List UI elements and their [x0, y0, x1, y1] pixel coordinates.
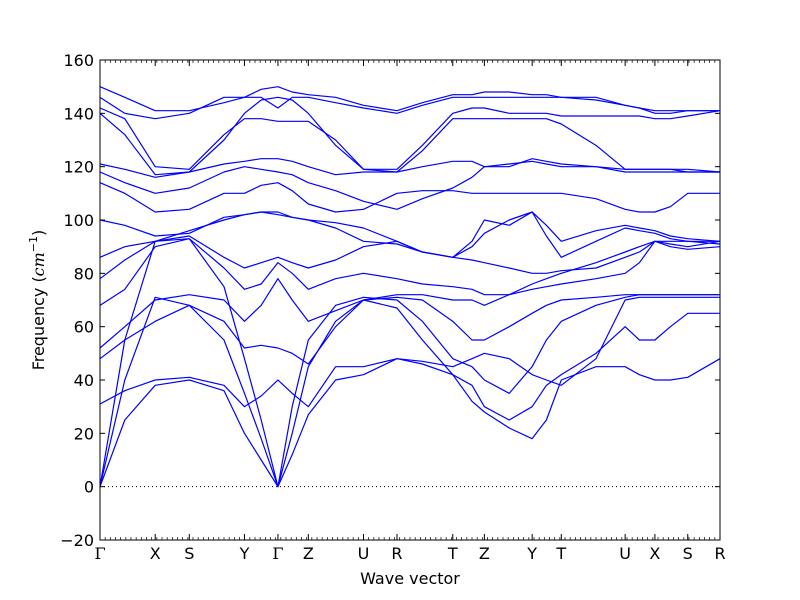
- band-17: [99, 86, 720, 112]
- band-2: [99, 296, 720, 488]
- x-tick-label: S: [683, 544, 693, 563]
- x-tick-label: Y: [239, 544, 250, 563]
- y-tick-label: 80: [74, 264, 94, 283]
- band-11: [99, 182, 720, 213]
- y-tick-label: 120: [63, 158, 94, 177]
- plot-frame: [99, 59, 721, 541]
- x-tick-label: T: [447, 544, 458, 563]
- y-tick-label: 140: [63, 104, 94, 123]
- band-1: [99, 358, 721, 488]
- phonon-bands: [99, 86, 721, 488]
- y-tick-label: 0: [84, 478, 94, 497]
- x-tick-label: Y: [526, 544, 537, 563]
- band-5: [99, 294, 720, 365]
- band-12: [99, 160, 720, 210]
- y-tick-label: −20: [60, 531, 94, 550]
- band-4: [99, 296, 720, 408]
- y-tick-label: 100: [63, 211, 94, 230]
- x-tick-label: R: [714, 544, 725, 563]
- x-axis-label: Wave vector: [360, 569, 460, 588]
- y-tick-label: 160: [63, 51, 94, 70]
- x-tick-label: Γ: [94, 544, 105, 563]
- band-6: [99, 240, 721, 349]
- x-tick-label: T: [555, 544, 566, 563]
- y-axis-label-unit: cm: [29, 252, 48, 276]
- band-10: [99, 211, 721, 258]
- x-tick-label: X: [150, 544, 161, 563]
- x-tick-label: Z: [303, 544, 314, 563]
- y-axis-label-main: Frequency (: [29, 276, 48, 370]
- y-tick-label: 40: [74, 371, 94, 390]
- x-tick-label: U: [358, 544, 370, 563]
- band-3: [99, 238, 720, 488]
- y-axis-label: Frequency (cm−1): [27, 230, 48, 371]
- x-tick-label: Γ: [272, 544, 283, 563]
- y-tick-label: 20: [74, 424, 94, 443]
- x-tick-label: Z: [479, 544, 490, 563]
- y-axis-label-exponent: −1: [27, 236, 40, 252]
- x-tick-label: U: [619, 544, 631, 563]
- x-tick-label: R: [391, 544, 402, 563]
- y-tick-label: 60: [74, 318, 94, 337]
- band-7: [99, 238, 721, 306]
- y-axis-ticks: −20 0 20 40 60 80 100 120 140 160: [60, 51, 720, 550]
- x-tick-label: S: [184, 544, 194, 563]
- x-tick-label: X: [649, 544, 660, 563]
- y-axis-label-close: ): [29, 230, 48, 236]
- band-15: [99, 107, 721, 170]
